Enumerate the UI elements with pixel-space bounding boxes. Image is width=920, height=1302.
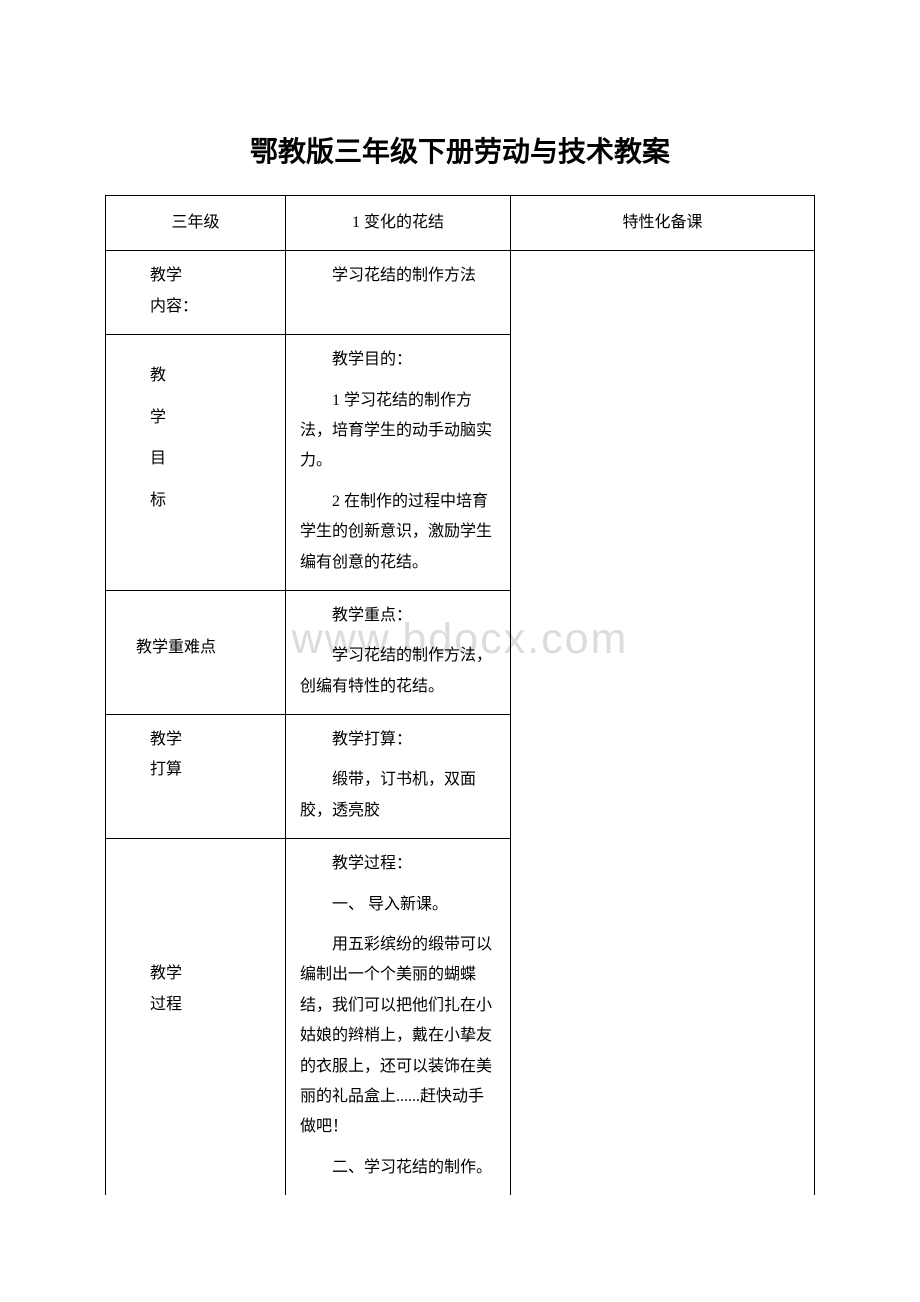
label-line: 内容： <box>150 292 285 322</box>
paragraph: 学习花结的制作方法，创编有特性的花结。 <box>300 641 496 702</box>
paragraph: 缎带，订书机，双面胶，透亮胶 <box>300 765 496 826</box>
label-line: 教学 <box>150 725 285 755</box>
label-line: 教学 <box>150 261 285 291</box>
label-char: 目 <box>150 438 285 480</box>
row-label-goals: 教 学 目 标 <box>106 335 286 591</box>
lesson-cell: 1 变化的花结 <box>286 196 511 251</box>
label-line: 过程 <box>150 990 285 1020</box>
label-line: 打算 <box>150 755 285 785</box>
notes-label-cell: 特性化备课 <box>511 196 815 251</box>
label-char: 教 <box>150 355 285 397</box>
paragraph: 教学目的： <box>300 345 496 375</box>
row-content: 学习花结的制作方法 <box>286 251 511 335</box>
paragraph: 2 在制作的过程中培育学生的创新意识，激励学生编有创意的花结。 <box>300 487 496 578</box>
row-label-keypoint: 教学重难点 <box>106 590 286 714</box>
paragraph: 1 学习花结的制作方法，培育学生的动手动脑实力。 <box>300 386 496 477</box>
notes-column <box>511 251 815 1195</box>
row-content: 教学重点： 学习花结的制作方法，创编有特性的花结。 <box>286 590 511 714</box>
label-char: 学 <box>150 397 285 439</box>
paragraph: 学习花结的制作方法 <box>300 261 496 291</box>
row-label-process: 教学 过程 <box>106 839 286 1195</box>
label-char: 标 <box>150 480 285 522</box>
label-line: 教学重难点 <box>136 639 216 656</box>
row-label-content: 教学 内容： <box>106 251 286 335</box>
paragraph: 一、 导入新课。 <box>300 890 496 920</box>
table-row: 教学 内容： 学习花结的制作方法 <box>106 251 815 335</box>
paragraph: 二、学习花结的制作。 <box>300 1153 496 1183</box>
lesson-plan-table: 三年级 1 变化的花结 特性化备课 教学 内容： 学习花结的制作方法 教 学 目… <box>105 195 815 1195</box>
page-title: 鄂教版三年级下册劳动与技术教案 <box>105 130 815 170</box>
row-label-prep: 教学 打算 <box>106 715 286 839</box>
paragraph: 用五彩缤纷的缎带可以编制出一个个美丽的蝴蝶结，我们可以把他们扎在小姑娘的辫梢上，… <box>300 930 496 1143</box>
row-content: 教学目的： 1 学习花结的制作方法，培育学生的动手动脑实力。 2 在制作的过程中… <box>286 335 511 591</box>
grade-cell: 三年级 <box>106 196 286 251</box>
row-content: 教学打算： 缎带，订书机，双面胶，透亮胶 <box>286 715 511 839</box>
row-content: 教学过程： 一、 导入新课。 用五彩缤纷的缎带可以编制出一个个美丽的蝴蝶结，我们… <box>286 839 511 1195</box>
paragraph: 教学打算： <box>300 725 496 755</box>
document-page: 鄂教版三年级下册劳动与技术教案 三年级 1 变化的花结 特性化备课 教学 内容：… <box>0 0 920 1245</box>
paragraph: 教学过程： <box>300 849 496 879</box>
paragraph: 教学重点： <box>300 601 496 631</box>
table-header-row: 三年级 1 变化的花结 特性化备课 <box>106 196 815 251</box>
label-line: 教学 <box>150 959 285 989</box>
